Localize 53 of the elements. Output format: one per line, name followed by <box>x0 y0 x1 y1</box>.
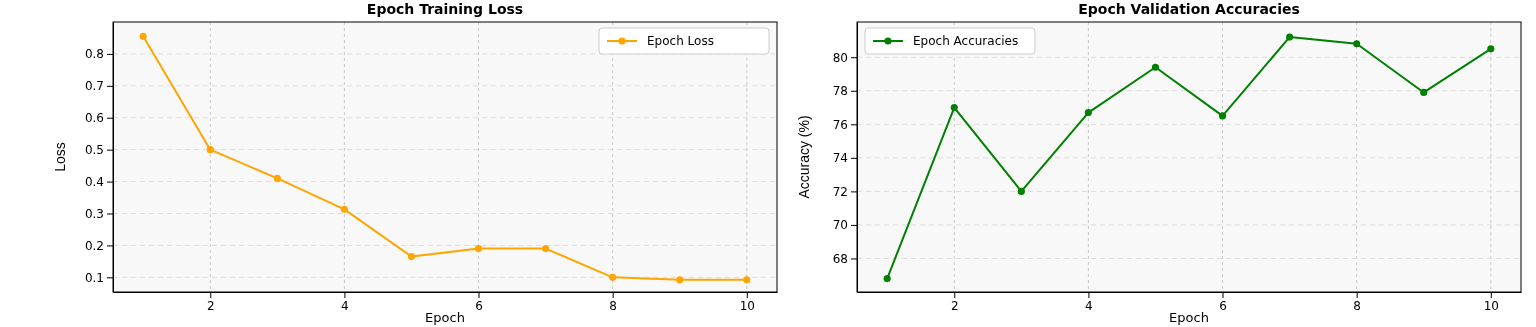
point <box>676 276 684 284</box>
point <box>1420 88 1428 96</box>
point <box>139 32 147 40</box>
x-tick-label: 6 <box>1219 298 1227 313</box>
y-tick-label: 0.2 <box>84 238 104 253</box>
y-tick-label: 70 <box>832 218 848 233</box>
x-tick-label: 4 <box>1085 298 1093 313</box>
x-tick-label: 10 <box>739 298 755 313</box>
legend-label: Epoch Loss <box>647 34 714 48</box>
y-tick-label: 76 <box>832 117 848 132</box>
point <box>407 253 416 261</box>
y-tick-label: 0.7 <box>84 79 104 94</box>
x-tick-label: 8 <box>1353 298 1361 313</box>
y-tick-label: 0.8 <box>84 47 104 62</box>
y-tick-label: 80 <box>832 50 848 65</box>
y-tick-label: 72 <box>832 184 848 199</box>
point <box>1084 109 1092 117</box>
y-axis-title: Accuracy (%) <box>796 115 812 199</box>
x-tick-label: 2 <box>950 298 959 313</box>
y-tick-label: 0.6 <box>84 111 104 126</box>
chart-title: Epoch Validation Accuracies <box>1078 1 1300 17</box>
x-tick-label: 2 <box>206 298 215 313</box>
y-tick-label: 0.5 <box>84 143 104 157</box>
y-axis-title: Loss <box>52 142 68 172</box>
y-tick-label: 0.3 <box>84 206 104 221</box>
x-tick-label: 6 <box>475 298 483 313</box>
legend-label: Epoch Accuracies <box>913 34 1019 48</box>
point <box>206 146 214 154</box>
x-tick-label: 10 <box>1483 298 1499 313</box>
point <box>474 245 483 253</box>
point <box>1218 112 1227 120</box>
point <box>273 174 281 182</box>
point <box>1151 63 1160 71</box>
y-tick-label: 68 <box>832 251 848 266</box>
point <box>883 275 891 283</box>
x-axis-title: Epoch <box>425 310 465 325</box>
point <box>743 276 751 284</box>
point <box>609 273 617 281</box>
y-tick-label: 0.1 <box>84 270 104 285</box>
y-tick-label: 74 <box>832 151 848 166</box>
point <box>340 205 348 213</box>
point <box>1353 40 1361 48</box>
point <box>542 245 550 253</box>
chart-title: Epoch Training Loss <box>366 1 524 17</box>
x-tick-label: 4 <box>341 298 349 313</box>
y-tick-label: 0.4 <box>84 174 104 189</box>
x-tick-label: 8 <box>609 298 617 313</box>
y-tick-label: 78 <box>832 84 848 99</box>
point <box>950 103 958 112</box>
point <box>1286 33 1294 41</box>
point <box>1487 45 1495 53</box>
x-axis-title: Epoch <box>1169 310 1209 325</box>
point <box>1017 187 1025 195</box>
